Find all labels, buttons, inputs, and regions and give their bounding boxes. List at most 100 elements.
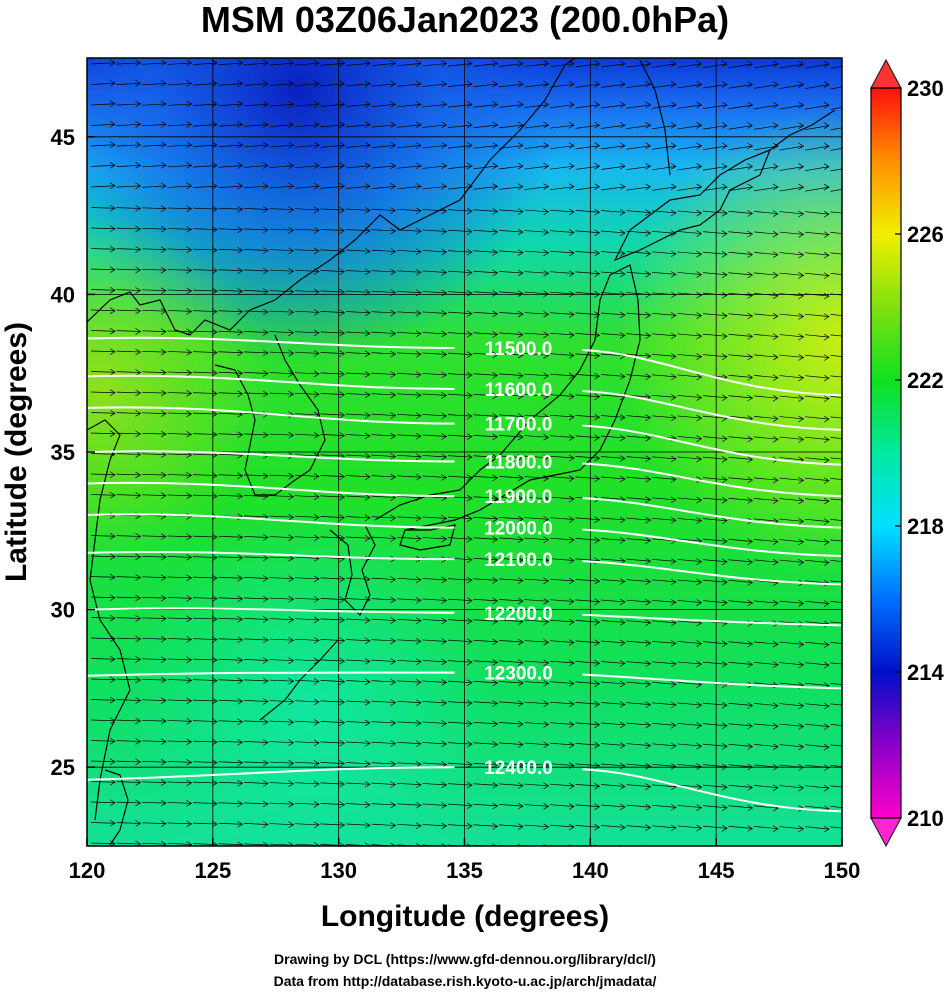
wind-vector-head bbox=[670, 163, 677, 170]
wind-vector bbox=[90, 740, 116, 742]
wind-vector-head bbox=[568, 208, 575, 216]
wind-vector-head bbox=[339, 637, 346, 644]
wind-vector bbox=[396, 741, 422, 745]
wind-vector bbox=[294, 782, 320, 785]
contour-label: 12100.0 bbox=[484, 550, 553, 571]
wind-vector bbox=[549, 353, 575, 356]
wind-vector-head bbox=[313, 637, 320, 644]
wind-vector bbox=[320, 557, 345, 559]
coastline-kyushu bbox=[329, 524, 376, 617]
wind-vector bbox=[116, 760, 141, 763]
wind-vector bbox=[702, 231, 728, 235]
wind-vector bbox=[116, 658, 141, 660]
wind-vector bbox=[575, 333, 600, 336]
wind-vector bbox=[677, 210, 702, 214]
wind-vector bbox=[626, 63, 651, 68]
wind-vector bbox=[192, 124, 218, 127]
wind-vector bbox=[422, 783, 447, 786]
wind-vector bbox=[320, 782, 345, 785]
wind-vector-head bbox=[262, 162, 269, 169]
wind-vector bbox=[830, 314, 842, 316]
wind-vector-head bbox=[390, 162, 397, 170]
wind-vector-head bbox=[262, 80, 269, 87]
wind-vector-head bbox=[850, 724, 855, 730]
wind-vector-head bbox=[517, 121, 524, 129]
wind-vector-head bbox=[721, 271, 728, 279]
wind-vector bbox=[498, 186, 524, 190]
wind-vector-head bbox=[288, 206, 295, 214]
wind-vector bbox=[320, 434, 345, 436]
wind-vector bbox=[575, 353, 600, 357]
wind-vector bbox=[524, 332, 549, 336]
wind-vector bbox=[116, 289, 141, 291]
wind-vector-head bbox=[850, 847, 855, 853]
wind-vector bbox=[524, 230, 549, 233]
wind-vector bbox=[804, 805, 830, 809]
wind-vector bbox=[754, 847, 778, 849]
wind-vector bbox=[498, 165, 524, 170]
wind-vector bbox=[90, 350, 116, 353]
wind-vector bbox=[243, 659, 269, 661]
wind-vector bbox=[549, 230, 575, 233]
wind-vector bbox=[192, 494, 218, 497]
wind-vector-head bbox=[390, 207, 397, 214]
wind-vector-head bbox=[160, 369, 167, 376]
wind-vector-head bbox=[696, 763, 703, 770]
wind-vector bbox=[116, 494, 141, 496]
wind-vector bbox=[575, 825, 600, 828]
wind-vector bbox=[447, 762, 473, 766]
wind-vector bbox=[396, 393, 422, 396]
wind-vector-head bbox=[313, 678, 320, 685]
wind-vector bbox=[804, 313, 830, 317]
wind-vector-head bbox=[772, 292, 779, 300]
wind-vector bbox=[116, 62, 141, 65]
wind-vector-head bbox=[670, 578, 677, 586]
wind-vector-head bbox=[262, 247, 269, 254]
wind-vector bbox=[396, 454, 422, 458]
wind-vector bbox=[141, 781, 167, 784]
wind-vector-head bbox=[313, 719, 320, 726]
wind-vector-head bbox=[645, 598, 652, 606]
wind-vector-head bbox=[390, 740, 397, 747]
wind-vector-head bbox=[850, 539, 855, 545]
wind-vector bbox=[575, 145, 600, 150]
wind-vector bbox=[371, 721, 396, 724]
wind-vector-head bbox=[619, 270, 626, 278]
wind-vector bbox=[243, 782, 269, 784]
wind-vector bbox=[728, 313, 753, 317]
wind-vector-head bbox=[237, 246, 244, 254]
wind-vector-head bbox=[441, 207, 448, 215]
wind-vector bbox=[141, 248, 167, 251]
wind-vector-head bbox=[645, 183, 652, 191]
wind-vector-head bbox=[645, 496, 652, 503]
wind-vector-head bbox=[466, 761, 473, 768]
wind-vector bbox=[626, 104, 651, 109]
wind-vector bbox=[90, 164, 116, 167]
wind-vector bbox=[830, 127, 842, 131]
wind-vector-head bbox=[594, 249, 601, 257]
wind-vector-head bbox=[696, 271, 703, 278]
wind-vector bbox=[90, 576, 116, 578]
wind-vector-head bbox=[696, 142, 703, 150]
wind-vector bbox=[447, 803, 473, 807]
wind-vector-head bbox=[543, 393, 550, 400]
wind-vector-head bbox=[186, 100, 193, 108]
wind-vector bbox=[779, 313, 804, 317]
wind-vector-head bbox=[237, 738, 244, 746]
wind-vector bbox=[294, 310, 320, 313]
wind-vector-head bbox=[517, 433, 524, 441]
wind-vector bbox=[90, 637, 116, 640]
wind-vector-head bbox=[850, 765, 855, 771]
wind-vector-head bbox=[619, 183, 626, 191]
wind-vector bbox=[702, 84, 728, 89]
wind-vector bbox=[243, 802, 269, 805]
wind-vector-head bbox=[850, 519, 855, 525]
wind-vector-head bbox=[288, 493, 295, 501]
wind-vector bbox=[396, 721, 422, 724]
wind-vector-head bbox=[696, 101, 703, 109]
wind-vector-head bbox=[492, 162, 499, 170]
wind-vector-head bbox=[390, 842, 397, 846]
wind-vector bbox=[396, 475, 422, 478]
wind-vector bbox=[90, 391, 116, 394]
wind-vector bbox=[243, 679, 269, 682]
